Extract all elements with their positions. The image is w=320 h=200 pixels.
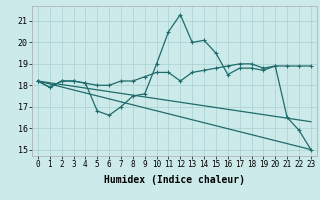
X-axis label: Humidex (Indice chaleur): Humidex (Indice chaleur) [104, 175, 245, 185]
